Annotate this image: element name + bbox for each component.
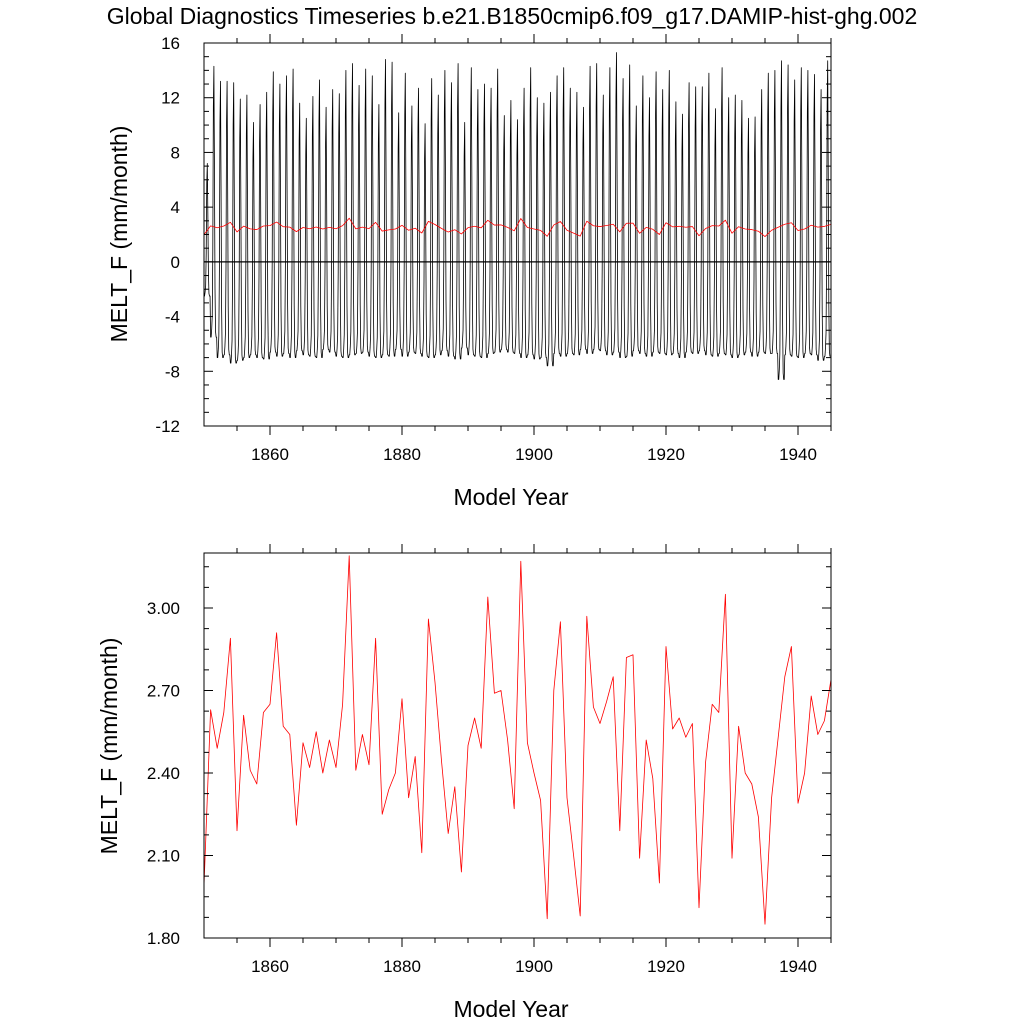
monthly-timeseries-marks bbox=[203, 52, 832, 380]
monthly-x-axis-title: Model Year bbox=[453, 484, 568, 510]
monthly-y-tick-label: 16 bbox=[161, 34, 180, 53]
monthly-y-tick-label: 0 bbox=[171, 253, 180, 272]
monthly-y-tick-label: -4 bbox=[165, 308, 180, 327]
monthly-y-tick-label: 12 bbox=[161, 89, 180, 108]
annual-x-tick-label: 1920 bbox=[647, 957, 685, 976]
monthly-x-tick-label: 1920 bbox=[647, 445, 685, 464]
annual-y-tick-label: 2.40 bbox=[147, 764, 180, 783]
figure-title: Global Diagnostics Timeseries b.e21.B185… bbox=[107, 3, 918, 29]
annual-mean-line bbox=[203, 217, 832, 237]
annual-x-tick-label: 1880 bbox=[383, 957, 421, 976]
monthly-x-tick-label: 1860 bbox=[251, 445, 289, 464]
annual-plot-frame bbox=[203, 552, 832, 939]
annual-y-tick-label: 1.80 bbox=[147, 929, 180, 948]
monthly-y-tick-label: -8 bbox=[165, 362, 180, 381]
annual-series-line bbox=[203, 555, 832, 925]
annual-y-tick-label: 2.10 bbox=[147, 847, 180, 866]
annual-timeseries-panel: 1.80 2.10 2.40 2.70 3.00 1860 1880 1900 1920 1940… bbox=[96, 544, 832, 1022]
annual-x-tick-label: 1860 bbox=[251, 957, 289, 976]
annual-y-axis-title: MELT_F (mm/month) bbox=[96, 638, 122, 855]
monthly-y-tick-label: 4 bbox=[171, 198, 180, 217]
monthly-axis-ticks: -12 -8 -4 0 4 8 12 16 1860 1880 1900 1920 1940 bbox=[155, 34, 832, 464]
monthly-y-tick-label: -12 bbox=[155, 417, 180, 436]
annual-axis-ticks: 1.80 2.10 2.40 2.70 3.00 1860 1880 1900 1920 1940 bbox=[147, 544, 832, 976]
monthly-y-tick-label: 8 bbox=[171, 143, 180, 162]
monthly-y-axis-title: MELT_F (mm/month) bbox=[106, 126, 132, 343]
annual-x-axis-title: Model Year bbox=[453, 996, 568, 1022]
annual-x-tick-label: 1940 bbox=[779, 957, 817, 976]
monthly-x-tick-label: 1940 bbox=[779, 445, 817, 464]
monthly-plot-frame bbox=[203, 42, 832, 427]
annual-y-tick-label: 3.00 bbox=[147, 599, 180, 618]
monthly-timeseries-panel: -12 -8 -4 0 4 8 12 16 1860 1880 1900 1920 1940 Model… bbox=[106, 34, 832, 510]
monthly-x-tick-label: 1900 bbox=[515, 445, 553, 464]
annual-x-tick-label: 1900 bbox=[515, 957, 553, 976]
annual-y-tick-label: 2.70 bbox=[147, 682, 180, 701]
monthly-x-tick-label: 1880 bbox=[383, 445, 421, 464]
annual-timeseries-marks bbox=[203, 555, 832, 925]
monthly-series-line bbox=[204, 52, 831, 380]
